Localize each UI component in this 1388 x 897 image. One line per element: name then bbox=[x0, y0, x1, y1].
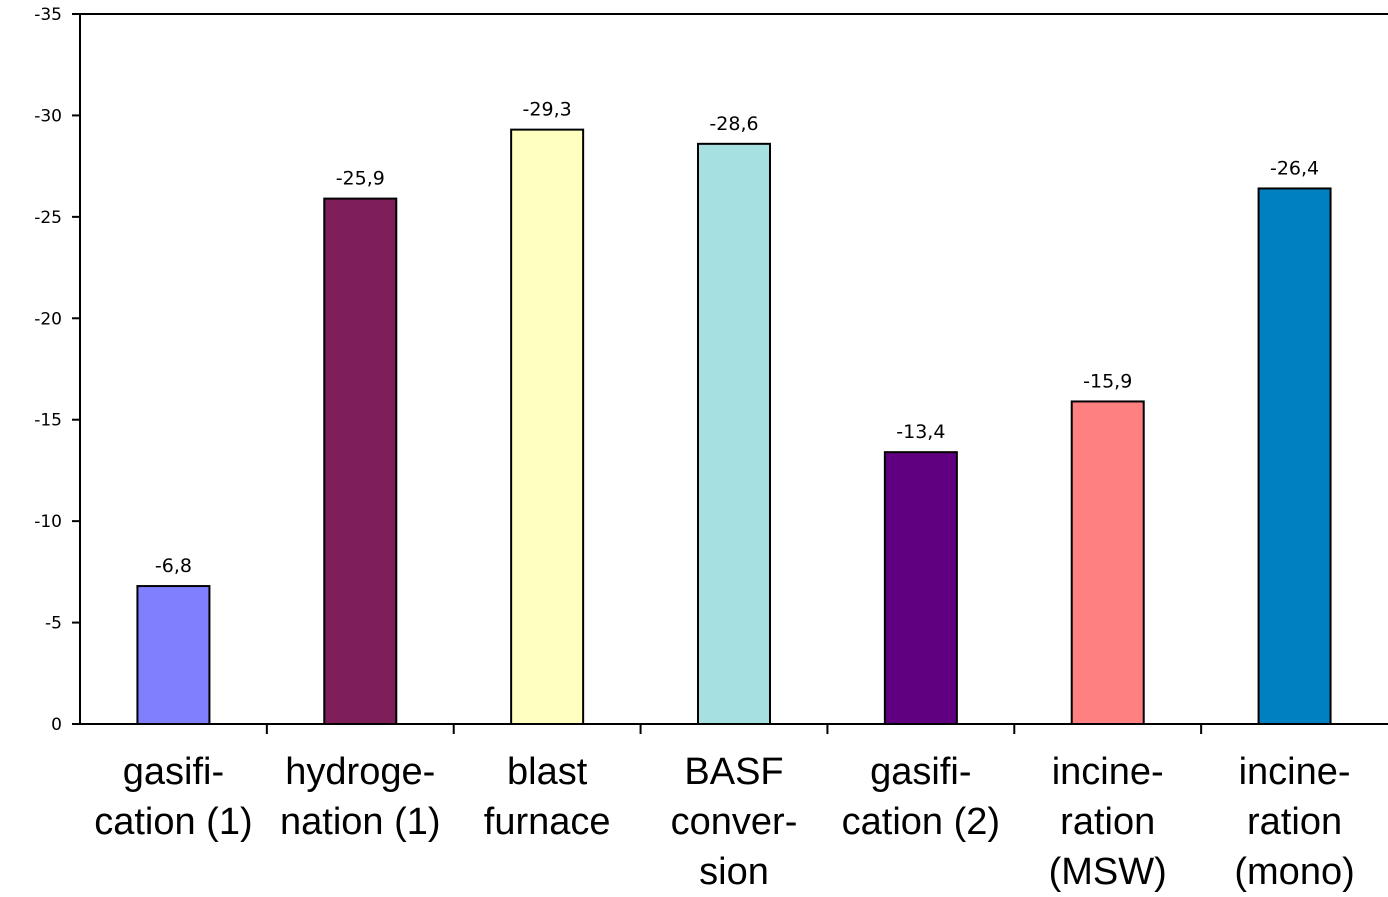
bar bbox=[136, 585, 211, 725]
data-label: -6,8 bbox=[155, 555, 192, 577]
data-labels: -6,8 -25,9 -29,3 -28,6 -13,4 -15,9 -26,4 bbox=[155, 99, 1319, 577]
data-label: -13,4 bbox=[896, 421, 945, 443]
bar bbox=[1070, 400, 1145, 725]
y-tick-label: -20 bbox=[34, 309, 62, 329]
y-tick-label: 0 bbox=[51, 715, 62, 735]
data-label: -29,3 bbox=[523, 99, 572, 121]
y-tick-labels: 0 -5 -10 -15 -20 -25 -30 -35 bbox=[34, 5, 62, 735]
category-label: incine-ration (MSW) bbox=[1049, 751, 1167, 893]
y-tick-label: -5 bbox=[45, 614, 62, 634]
bar bbox=[697, 142, 771, 726]
y-tick-label: -10 bbox=[34, 512, 62, 532]
data-label: -26,4 bbox=[1270, 157, 1319, 179]
category-label: BASF conver-sion bbox=[671, 751, 798, 893]
bars bbox=[136, 128, 1332, 726]
y-tick-label: -35 bbox=[34, 5, 62, 25]
data-label: -15,9 bbox=[1083, 370, 1132, 392]
category-labels: gasifi-cation (1) hydroge-nation (1) blast… bbox=[94, 751, 1355, 893]
bar bbox=[510, 128, 585, 725]
bar bbox=[1257, 187, 1332, 725]
data-label: -28,6 bbox=[709, 113, 758, 135]
y-tick-label: -15 bbox=[34, 411, 62, 431]
category-label: incine-ration (mono) bbox=[1234, 751, 1354, 893]
bar bbox=[323, 197, 398, 726]
data-label: -25,9 bbox=[336, 168, 385, 190]
category-label: gasifi-cation (2) bbox=[842, 751, 1000, 843]
y-tick-label: -25 bbox=[34, 208, 62, 228]
y-tick-label: -30 bbox=[34, 106, 62, 126]
category-label: blast furnace bbox=[484, 751, 611, 843]
category-label: gasifi-cation (1) bbox=[94, 751, 252, 843]
bar bbox=[883, 451, 958, 725]
category-label: hydroge-nation (1) bbox=[280, 751, 441, 843]
